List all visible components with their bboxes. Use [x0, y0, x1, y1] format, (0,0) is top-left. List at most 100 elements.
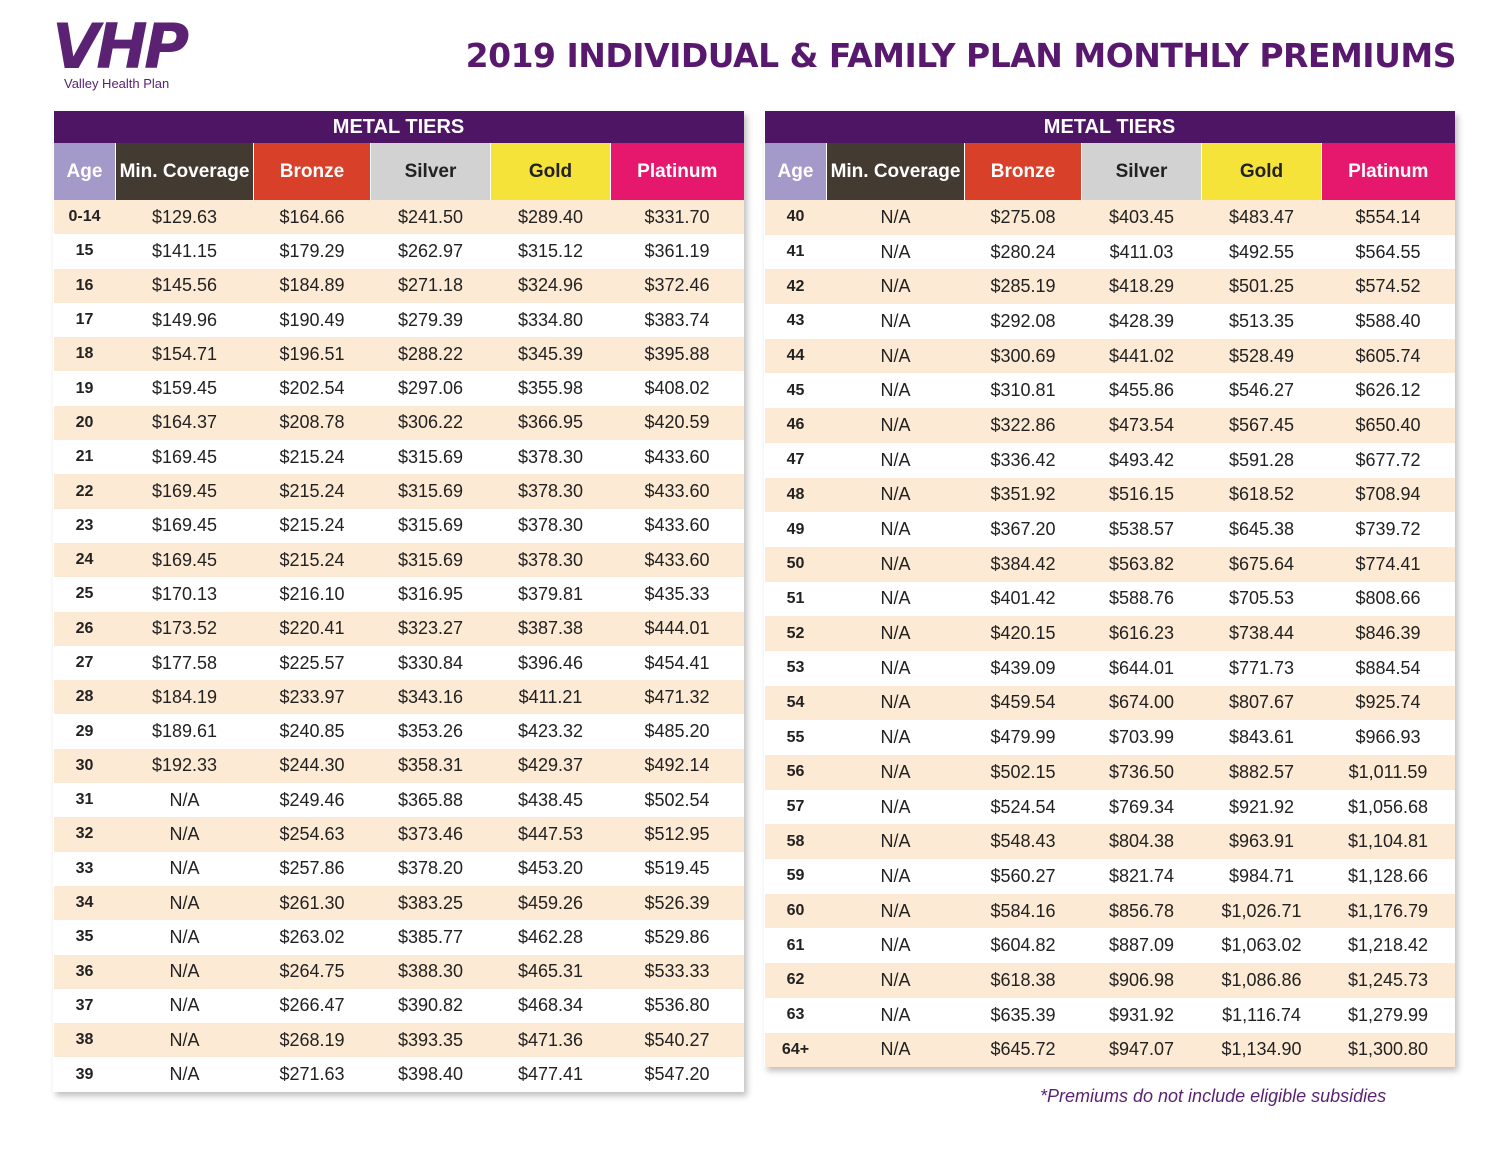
data-row: 41 N/A $280.24 $411.03 $492.55 $564.55	[765, 235, 1455, 270]
age-cell: 42	[764, 269, 827, 305]
premium-cell: $1,116.74	[1222, 1004, 1301, 1025]
premium-cell: $1,176.79	[1321, 893, 1455, 929]
premium-cell: $367.20	[990, 519, 1056, 540]
premium-cell: $435.33	[644, 583, 710, 604]
premium-cell: $513.35	[1228, 310, 1295, 331]
premium-cell: $275.08	[964, 200, 1082, 235]
data-row: 57 N/A $524.54 $769.34 $921.92 $1,056.68	[765, 790, 1455, 825]
premium-cell: $285.19	[964, 269, 1082, 305]
premium-cell: $331.70	[610, 200, 744, 235]
column-header: Platinum	[609, 143, 744, 200]
data-row: 45 N/A $310.81 $455.86 $546.27 $626.12	[765, 373, 1455, 408]
age-cell: 33	[75, 859, 94, 877]
premium-cell: $516.15	[1081, 477, 1202, 513]
data-row: 51 N/A $401.42 $588.76 $705.53 $808.66	[765, 582, 1455, 617]
premium-cell: $453.20	[517, 858, 584, 879]
premium-cell: $196.51	[253, 337, 371, 372]
premium-cell: $433.60	[644, 446, 710, 467]
data-row: 52 N/A $420.15 $616.23 $738.44 $846.39	[764, 616, 1455, 651]
premium-cell: $645.38	[1228, 519, 1295, 540]
premium-cell: $336.42	[990, 449, 1056, 470]
data-row: 0-14 $129.63 $164.66 $241.50 $289.40 $331.70	[53, 200, 744, 235]
premium-cell: $433.60	[610, 474, 744, 509]
premium-cell: N/A	[115, 1023, 254, 1058]
age-cell: 18	[53, 337, 116, 372]
premium-cell: N/A	[880, 1004, 911, 1025]
premium-cell: $650.40	[1321, 408, 1455, 443]
data-row: 56 N/A $502.15 $736.50 $882.57 $1,011.59	[764, 755, 1455, 790]
data-row: 34 N/A $261.30 $383.25 $459.26 $526.39	[53, 885, 744, 921]
premium-cell: N/A	[826, 546, 965, 582]
age-cell: 29	[75, 722, 94, 740]
age-cell: 15	[75, 242, 94, 260]
premium-cell: $192.33	[115, 748, 254, 784]
premium-cell: $411.21	[490, 680, 611, 715]
premium-cell: $564.55	[1355, 241, 1421, 262]
age-cell: 34	[53, 885, 116, 921]
age-cell: 57	[786, 798, 805, 816]
age-cell: 46	[764, 408, 827, 443]
age-cell: 25	[75, 585, 94, 603]
premium-cell: $373.46	[370, 817, 491, 852]
age-cell: 44	[764, 338, 827, 374]
premium-cell: $428.39	[1108, 310, 1175, 331]
premium-cell: $462.28	[517, 926, 584, 947]
premium-cell: $584.16	[964, 893, 1082, 929]
premium-cell: N/A	[880, 380, 911, 401]
premium-cell: $215.24	[253, 474, 371, 509]
data-row: 16 $145.56 $184.89 $271.18 $324.96 $372.46	[53, 268, 744, 303]
premium-cell: $677.72	[1355, 449, 1421, 470]
premium-cell: $459.54	[964, 685, 1082, 721]
premium-cell: $931.92	[1108, 1004, 1175, 1025]
premium-cell: $626.12	[1355, 380, 1421, 401]
age-cell: 22	[53, 474, 116, 509]
premium-cell: $257.86	[279, 858, 345, 879]
premium-cell: $807.67	[1201, 685, 1322, 721]
premium-cell: $591.28	[1228, 449, 1295, 470]
premium-cell: $546.27	[1228, 380, 1295, 401]
premium-cell: $479.99	[990, 727, 1056, 748]
column-header: Gold	[490, 143, 611, 200]
age-cell: 52	[764, 616, 827, 651]
premium-cell: $215.24	[253, 542, 371, 578]
premium-cell: $388.30	[370, 954, 491, 989]
premium-cell: $675.64	[1201, 546, 1322, 582]
logo-subtitle: Valley Health Plan	[64, 76, 170, 91]
premium-cell: N/A	[880, 449, 911, 470]
data-row: 32 N/A $254.63 $373.46 $447.53 $512.95	[53, 817, 744, 852]
premium-cell: $315.69	[397, 446, 464, 467]
premium-cell: $420.15	[964, 616, 1082, 651]
column-header: Bronze	[964, 143, 1082, 200]
premium-cell: N/A	[826, 963, 965, 998]
premium-cell: $439.09	[990, 657, 1056, 678]
premium-cell: $512.95	[610, 817, 744, 852]
premium-cell: N/A	[115, 885, 254, 921]
premium-cell: $1,134.90	[1201, 1032, 1322, 1068]
premium-cell: $315.12	[517, 240, 584, 261]
premium-cell: $149.96	[151, 309, 218, 330]
premium-cell: $202.54	[279, 378, 345, 399]
age-cell: 61	[786, 936, 805, 954]
age-cell: 53	[786, 659, 805, 677]
premium-cell: $262.97	[397, 240, 464, 261]
age-cell: 59	[786, 867, 805, 885]
data-row: 18 $154.71 $196.51 $288.22 $345.39 $395.88	[53, 337, 744, 372]
premium-cell: $423.32	[517, 721, 584, 742]
data-row: 27 $177.58 $225.57 $330.84 $396.46 $454.41	[54, 646, 744, 680]
data-row: 31 N/A $249.46 $365.88 $438.45 $502.54	[54, 783, 744, 817]
premium-cell: $179.29	[279, 240, 345, 261]
premium-cell: N/A	[169, 926, 200, 947]
premium-cell: $906.98	[1081, 963, 1202, 998]
premium-cell: $225.57	[279, 652, 345, 673]
age-cell: 63	[786, 1006, 805, 1024]
age-cell: 35	[75, 928, 94, 946]
premium-cell: $1,128.66	[1347, 865, 1429, 886]
premium-cell: $316.95	[397, 583, 464, 604]
age-cell: 51	[786, 589, 805, 607]
premium-cell: $808.66	[1355, 588, 1421, 609]
data-row: 36 N/A $264.75 $388.30 $465.31 $533.33	[53, 954, 744, 989]
premium-cell: $471.36	[490, 1023, 611, 1058]
premium-cell: $483.47	[1201, 200, 1322, 235]
premium-cell: $966.93	[1355, 727, 1421, 748]
